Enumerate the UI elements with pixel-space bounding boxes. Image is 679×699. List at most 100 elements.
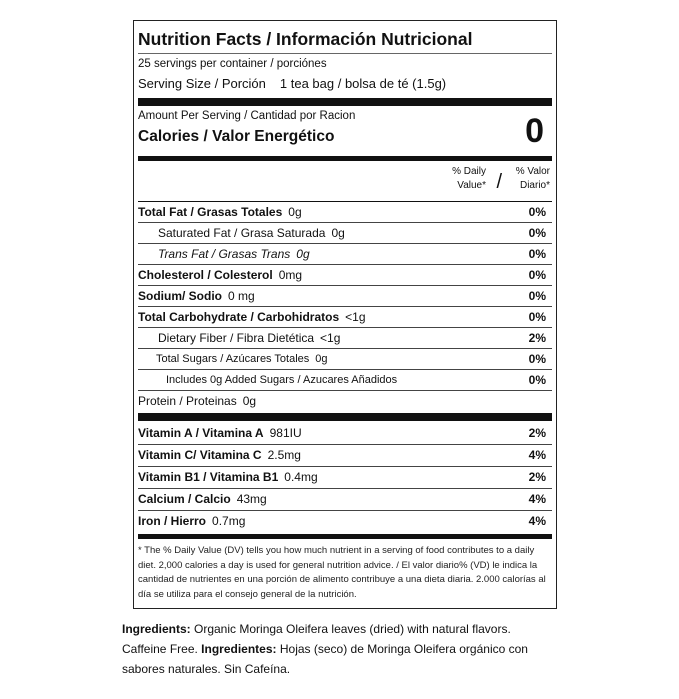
nutrient-daily-value: 0% <box>528 310 546 324</box>
nutrient-label: Iron / Hierro <box>138 514 207 528</box>
nutrient-label: Vitamin B1 / Vitamina B1 <box>138 470 279 484</box>
nutrient-label: Protein / Proteinas <box>138 394 237 408</box>
nutrient-label-group: Trans Fat / Grasas Trans 0g <box>138 244 310 264</box>
divider <box>138 98 552 106</box>
nutrient-row: Calcium / Calcio 43mg 4% <box>138 489 552 511</box>
nutrient-daily-value: 4% <box>528 448 546 462</box>
nutrient-label-group: Protein / Proteinas 0g <box>138 391 256 411</box>
nutrient-label-group: Vitamin C/ Vitamina C 2.5mg <box>138 445 301 466</box>
nutrient-daily-value: 2% <box>528 470 546 484</box>
nutrient-daily-value: 0% <box>528 226 546 240</box>
nutrient-label-group: Total Carbohydrate / Carbohidratos <1g <box>138 307 366 327</box>
serving-size: Serving Size / Porción 1 tea bag / bolsa … <box>138 74 552 96</box>
ingredientes-text: Hojas (seco) de Moringa Oleifera orgánic… <box>122 642 528 676</box>
amount-per-serving: Amount Per Serving / Cantidad por Racion <box>138 110 356 122</box>
nutrient-label-group: Includes 0g Added Sugars / Azucares Añad… <box>138 370 403 390</box>
nutrient-label: Sodium/ Sodio <box>138 289 222 303</box>
nutrient-daily-value: 4% <box>528 514 546 528</box>
nutrient-amount: 43mg <box>236 492 267 506</box>
nutrient-label-group: Calcium / Calcio 43mg <box>138 489 267 510</box>
nutrient-label: Calcium / Calcio <box>138 492 231 506</box>
daily-value-header: % Daily Value* / % Valor Diario* <box>138 163 552 202</box>
dv-label: Value* <box>457 180 486 191</box>
nutrient-label-group: Cholesterol / Colesterol 0mg <box>138 265 302 285</box>
nutrient-row: Total Fat / Grasas Totales 0g 0% <box>138 202 552 223</box>
divider <box>138 156 552 161</box>
nutrient-label-group: Sodium/ Sodio 0 mg <box>138 286 255 306</box>
nutrient-row: Includes 0g Added Sugars / Azucares Añad… <box>138 370 552 391</box>
ingredients-text: Organic Moringa Oleifera leaves (dried) … <box>122 622 511 656</box>
nutrient-amount: 0g <box>242 394 257 408</box>
nutrient-daily-value: 2% <box>528 331 546 345</box>
footnote: * The % Daily Value (DV) tells you how m… <box>138 545 546 600</box>
nutrient-label-group: Saturated Fat / Grasa Saturada 0g <box>138 223 345 243</box>
nutrient-label-group: Iron / Hierro 0.7mg <box>138 511 245 532</box>
nutrient-row: Cholesterol / Colesterol 0mg 0% <box>138 265 552 286</box>
nutrient-daily-value: 0% <box>528 205 546 219</box>
nutrient-row: Vitamin C/ Vitamina C 2.5mg 4% <box>138 445 552 467</box>
nutrient-daily-value: 0% <box>528 268 546 282</box>
serving-size-label: Serving Size / Porción <box>138 76 266 91</box>
vitamin-list: Vitamin A / Vitamina A 981IU 2% Vitamin C/ … <box>138 423 552 532</box>
nutrient-label-group: Dietary Fiber / Fibra Dietética <1g <box>138 328 340 348</box>
nutrient-daily-value: 2% <box>528 426 546 440</box>
nutrient-label: Includes 0g Added Sugars / Azucares Añad… <box>166 374 398 386</box>
nutrient-daily-value: 0% <box>528 289 546 303</box>
calories-value: 0 <box>525 112 544 150</box>
nutrient-daily-value: 0% <box>528 247 546 261</box>
nutrient-label: Total Carbohydrate / Carbohidratos <box>138 310 340 324</box>
servings-per-container: 25 servings per container / porciónes <box>138 58 327 70</box>
calories-label: Calories / Valor Energético <box>138 128 335 145</box>
nutrient-label: Saturated Fat / Grasa Saturada <box>158 226 326 240</box>
ingredientes-label: Ingredientes: <box>201 642 277 656</box>
nutrient-daily-value: 0% <box>528 352 546 366</box>
nutrient-amount: 0.7mg <box>212 514 246 528</box>
nutrient-label-group: Total Fat / Grasas Totales 0g <box>138 202 302 222</box>
panel-title: Nutrition Facts / Información Nutriciona… <box>138 21 552 54</box>
nutrient-label-group: Vitamin B1 / Vitamina B1 0.4mg <box>138 467 318 488</box>
nutrient-label: Total Fat / Grasas Totales <box>138 205 283 219</box>
nutrient-row: Vitamin A / Vitamina A 981IU 2% <box>138 423 552 445</box>
divider <box>138 413 552 421</box>
nutrition-facts-panel: Nutrition Facts / Información Nutriciona… <box>133 20 557 609</box>
nutrient-label: Total Sugars / Azúcares Totales <box>156 353 310 365</box>
nutrient-label: Trans Fat / Grasas Trans <box>158 247 291 261</box>
vd-label: % Valor <box>515 166 550 177</box>
nutrient-amount: 0g <box>315 353 328 365</box>
nutrient-amount: 981IU <box>269 426 302 440</box>
nutrient-row: Protein / Proteinas 0g <box>138 391 552 411</box>
nutrient-daily-value: 4% <box>528 492 546 506</box>
nutrient-row: Vitamin B1 / Vitamina B1 0.4mg 2% <box>138 467 552 489</box>
nutrient-row: Sodium/ Sodio 0 mg 0% <box>138 286 552 307</box>
vd-label: Diario* <box>519 180 550 191</box>
nutrient-label: Vitamin C/ Vitamina C <box>138 448 262 462</box>
nutrient-row: Total Sugars / Azúcares Totales 0g 0% <box>138 349 552 370</box>
dv-label: % Daily <box>452 166 486 177</box>
ingredients: Ingredients: Organic Moringa Oleifera le… <box>122 619 552 679</box>
dv-slash: / <box>496 171 502 193</box>
calories-section: Amount Per Serving / Cantidad por Racion… <box>138 108 552 154</box>
nutrient-daily-value: 0% <box>528 373 546 387</box>
nutrient-amount: 0mg <box>278 268 303 282</box>
nutrient-amount: 0g <box>331 226 345 240</box>
nutrient-row: Iron / Hierro 0.7mg 4% <box>138 511 552 532</box>
nutrient-amount: 0.4mg <box>284 470 318 484</box>
divider <box>138 534 552 539</box>
nutrient-label: Cholesterol / Colesterol <box>138 268 273 282</box>
nutrient-label-group: Vitamin A / Vitamina A 981IU <box>138 423 302 444</box>
nutrient-label-group: Total Sugars / Azúcares Totales 0g <box>138 349 328 369</box>
nutrient-amount: <1g <box>320 331 341 345</box>
nutrient-daily-value <box>546 391 552 411</box>
nutrient-list: Total Fat / Grasas Totales 0g 0% Saturated … <box>138 202 552 411</box>
nutrient-amount: 2.5mg <box>267 448 301 462</box>
nutrient-row: Trans Fat / Grasas Trans 0g 0% <box>138 244 552 265</box>
serving-size-value: 1 tea bag / bolsa de té (1.5g) <box>279 76 447 91</box>
nutrient-amount: 0 mg <box>228 289 255 303</box>
nutrient-label: Vitamin A / Vitamina A <box>138 426 264 440</box>
nutrient-amount: <1g <box>345 310 366 324</box>
ingredients-label: Ingredients: <box>122 622 191 636</box>
nutrient-label: Dietary Fiber / Fibra Dietética <box>158 331 315 345</box>
nutrient-amount: 0g <box>296 247 310 261</box>
nutrient-amount: 0g <box>288 205 302 219</box>
nutrient-row: Dietary Fiber / Fibra Dietética <1g 2% <box>138 328 552 349</box>
